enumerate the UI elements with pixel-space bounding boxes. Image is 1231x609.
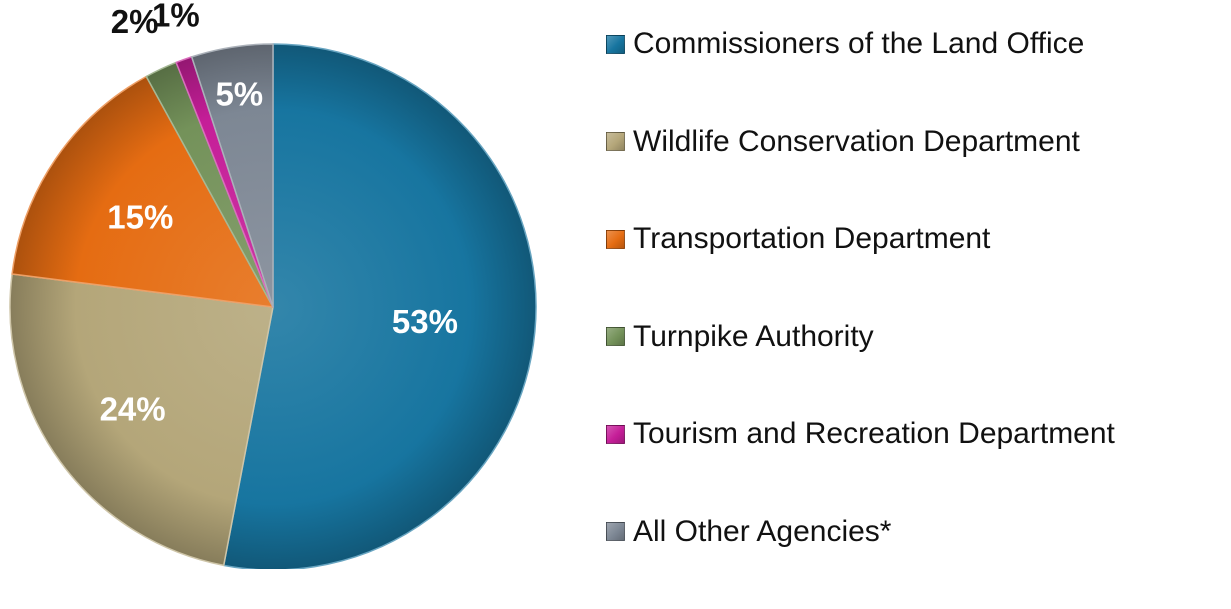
legend-label-tourism-and-recreation-department: Tourism and Recreation Department xyxy=(633,417,1115,450)
pie-slice-transportation-department xyxy=(11,75,274,308)
legend-item-tourism-and-recreation-department: Tourism and Recreation Department xyxy=(606,414,1226,454)
legend-item-transportation-department: Transportation Department xyxy=(606,219,1226,259)
pie-slices xyxy=(9,43,537,569)
legend-swatch-tourism-and-recreation-department xyxy=(606,424,625,444)
data-label-wildlife-conservation-department: 24% xyxy=(100,391,166,428)
chart-legend: Commissioners of the Land Office Wildlife… xyxy=(606,24,1226,609)
legend-label-wildlife-conservation-department: Wildlife Conservation Department xyxy=(633,124,1080,158)
legend-swatch-wildlife-conservation-department xyxy=(606,132,625,151)
legend-item-turnpike-authority: Turnpike Authority xyxy=(606,317,1226,357)
data-label-transportation-department: 15% xyxy=(107,198,173,235)
pie-slice-all-other-agencies xyxy=(190,43,274,308)
legend-item-all-other-agencies: All Other Agencies* xyxy=(606,512,1226,552)
data-label-tourism-and-recreation-department: 1% xyxy=(152,0,200,34)
pie-chart: 53% 24% 15% 2%1% 5% xyxy=(9,0,537,569)
legend-swatch-turnpike-authority xyxy=(606,327,625,346)
legend-label-all-other-agencies: All Other Agencies* xyxy=(633,514,892,548)
data-label-turnpike-authority: 2% xyxy=(111,3,159,40)
legend-label-transportation-department: Transportation Department xyxy=(633,222,991,255)
legend-item-commissioners-of-the-land-office: Commissioners of the Land Office xyxy=(606,24,1226,64)
legend-label-turnpike-authority: Turnpike Authority xyxy=(633,319,874,353)
data-label-all-other-agencies: 5% xyxy=(215,76,263,113)
legend-swatch-transportation-department xyxy=(606,229,625,249)
pie-data-labels: 53% 24% 15% 2%1% 5% xyxy=(100,0,458,428)
legend-item-wildlife-conservation-department: Wildlife Conservation Department xyxy=(606,122,1226,162)
data-label-commissioners-of-the-land-office: 53% xyxy=(392,303,458,340)
legend-swatch-commissioners-of-the-land-office xyxy=(606,34,625,54)
legend-swatch-all-other-agencies xyxy=(606,522,625,541)
pie-slice-wildlife-conservation-department xyxy=(9,273,274,567)
legend-label-commissioners-of-the-land-office: Commissioners of the Land Office xyxy=(633,27,1085,60)
pie-slice-commissioners-of-the-land-office xyxy=(222,43,537,569)
